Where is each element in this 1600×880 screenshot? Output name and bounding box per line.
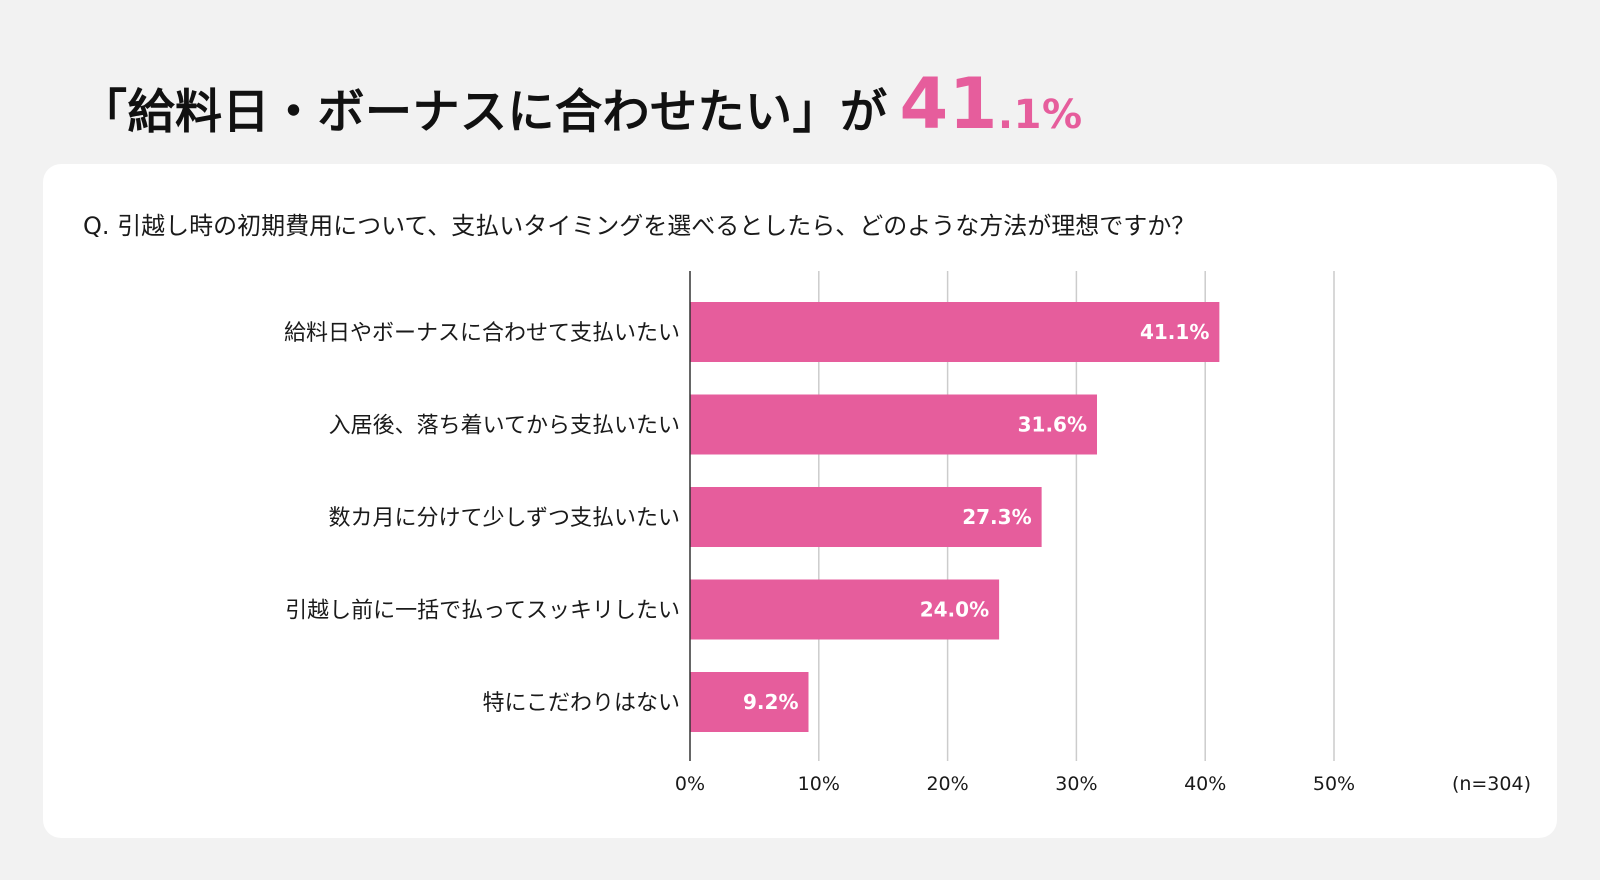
category-label: 給料日やボーナスに合わせて支払いたい xyxy=(284,321,680,346)
x-tick-label: 50% xyxy=(1313,773,1355,795)
bar xyxy=(690,394,1098,455)
value-label: 41.1% xyxy=(1140,320,1209,344)
x-tick-label: 30% xyxy=(1055,773,1097,795)
bar xyxy=(690,579,1000,640)
headline-value-big: 41 xyxy=(899,63,998,145)
sample-size-note: (n=304) xyxy=(1452,773,1531,795)
category-label: 特にこだわりはない xyxy=(482,691,680,716)
bar-chart: 0% 10% 20% 30% 40% 50% 給料日やボーナスに合わせて支払いたい 41.1%… xyxy=(284,271,1531,795)
value-label: 31.6% xyxy=(1018,413,1087,437)
x-tick-label: 0% xyxy=(675,773,705,795)
bar xyxy=(690,302,1220,362)
value-label: 9.2% xyxy=(743,690,798,714)
category-label: 数カ月に分けて少しずつ支払いたい xyxy=(328,506,680,531)
headline-value-small: .1% xyxy=(997,92,1083,138)
headline-text: 「給料日・ボーナスに合わせたい」が xyxy=(80,85,888,140)
bar-layer xyxy=(690,302,1220,732)
category-label: 引越し前に一括で払ってスッキリしたい xyxy=(285,599,680,624)
bar xyxy=(690,672,809,732)
question-text: Q. 引越し時の初期費用について、支払いタイミングを選べるとしたら、どのような方… xyxy=(83,212,1196,240)
x-tick-label: 40% xyxy=(1184,773,1226,795)
chart-card: Q. 引越し時の初期費用について、支払いタイミングを選べるとしたら、どのような方… xyxy=(43,164,1557,838)
headline: 「給料日・ボーナスに合わせたい」が 41.1% xyxy=(80,62,1083,146)
x-tick-label: 20% xyxy=(926,773,968,795)
category-label: 入居後、落ち着いてから支払いたい xyxy=(329,414,680,439)
bar xyxy=(690,487,1042,547)
label-layer: 0% 10% 20% 30% 40% 50% 給料日やボーナスに合わせて支払いたい 41.1%… xyxy=(284,320,1355,795)
value-label: 24.0% xyxy=(920,598,989,622)
x-tick-label: 10% xyxy=(798,773,840,795)
value-label: 27.3% xyxy=(962,505,1031,529)
